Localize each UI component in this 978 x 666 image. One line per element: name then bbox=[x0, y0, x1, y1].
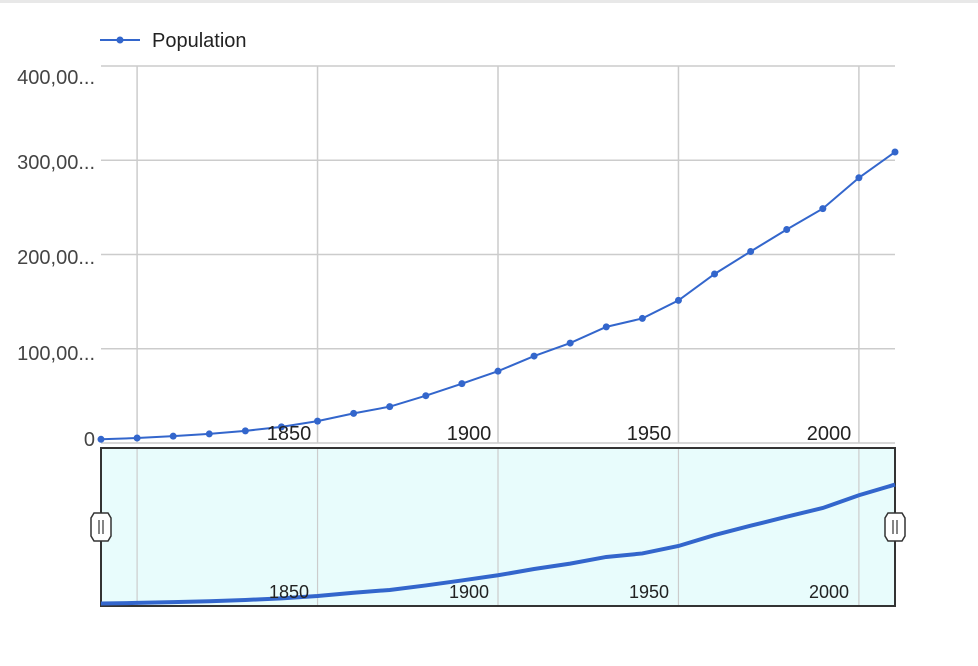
data-point[interactable] bbox=[530, 352, 538, 360]
data-point[interactable] bbox=[205, 430, 213, 438]
legend-marker bbox=[116, 36, 124, 44]
x-tick-1850: 1850 bbox=[267, 423, 312, 445]
legend-label-population: Population bbox=[152, 30, 247, 52]
data-point[interactable] bbox=[422, 392, 430, 400]
range-handle-left-icon[interactable] bbox=[90, 512, 112, 542]
series-population bbox=[97, 148, 899, 443]
range-tick-1850: 1850 bbox=[269, 582, 309, 602]
y-tick-3: 300,00... bbox=[17, 152, 95, 174]
range-tick-2000: 2000 bbox=[809, 582, 849, 602]
data-point[interactable] bbox=[783, 225, 791, 233]
data-point[interactable] bbox=[241, 427, 249, 435]
data-point[interactable] bbox=[638, 314, 646, 322]
x-tick-1950: 1950 bbox=[627, 423, 672, 445]
y-tick-1: 100,00... bbox=[17, 343, 95, 365]
x-axis-labels: 1850 1900 1950 2000 bbox=[267, 423, 852, 445]
data-point[interactable] bbox=[277, 423, 285, 431]
data-point[interactable] bbox=[133, 434, 141, 442]
legend[interactable]: Population bbox=[100, 30, 247, 52]
y-tick-2: 200,00... bbox=[17, 247, 95, 269]
range-handle-right-icon[interactable] bbox=[884, 512, 906, 542]
data-point[interactable] bbox=[458, 380, 466, 388]
data-point[interactable] bbox=[350, 409, 358, 417]
y-tick-4: 400,00... bbox=[17, 67, 95, 89]
x-tick-1900: 1900 bbox=[447, 423, 492, 445]
y-tick-0: 0 bbox=[84, 429, 95, 451]
data-point[interactable] bbox=[386, 403, 394, 411]
data-point[interactable] bbox=[855, 174, 863, 182]
data-point[interactable] bbox=[891, 148, 899, 156]
data-point[interactable] bbox=[314, 417, 322, 425]
y-axis-labels: 0 100,00... 200,00... 300,00... 400,00..… bbox=[17, 67, 95, 451]
range-selector[interactable]: 1850 1900 1950 2000 bbox=[90, 447, 906, 607]
data-point[interactable] bbox=[566, 339, 574, 347]
data-point[interactable] bbox=[602, 323, 610, 331]
range-selector-grid bbox=[136, 449, 860, 605]
data-point[interactable] bbox=[711, 270, 719, 278]
data-point[interactable] bbox=[819, 205, 827, 213]
x-tick-2000: 2000 bbox=[807, 423, 852, 445]
data-point[interactable] bbox=[97, 435, 105, 443]
gridlines bbox=[101, 65, 895, 444]
data-point[interactable] bbox=[494, 367, 502, 375]
data-point[interactable] bbox=[674, 296, 682, 304]
range-selector-line bbox=[100, 482, 896, 606]
data-point[interactable] bbox=[747, 247, 755, 255]
data-point[interactable] bbox=[169, 432, 177, 440]
range-tick-1950: 1950 bbox=[629, 582, 669, 602]
range-tick-1900: 1900 bbox=[449, 582, 489, 602]
top-border bbox=[0, 0, 978, 3]
